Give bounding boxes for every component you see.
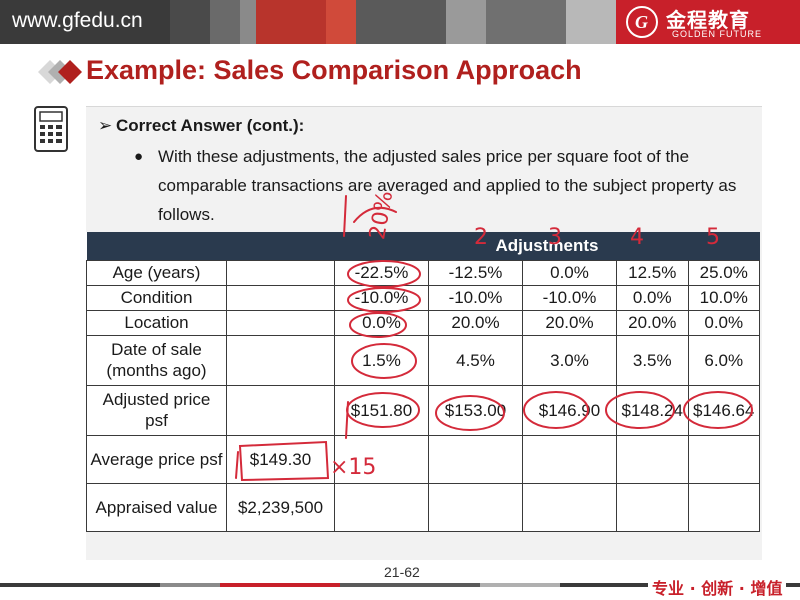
table-header-title: Adjustments	[334, 232, 760, 260]
table-row: Date of sale (months ago) 1.5% 4.5% 3.0%…	[86, 334, 760, 386]
value-cell: $153.00	[428, 384, 523, 436]
logo-seal-icon: G	[626, 6, 658, 38]
table-row: Age (years) -22.5% -12.5% 0.0% 12.5% 25.…	[86, 259, 760, 286]
value-cell	[334, 482, 429, 532]
value-cell: -22.5%	[334, 259, 429, 286]
slide-title: Example: Sales Comparison Approach	[86, 55, 582, 85]
value-cell: -10.0%	[522, 284, 617, 311]
subject-cell	[226, 284, 335, 311]
subject-cell: $2,239,500	[226, 482, 335, 532]
bullet-heading: ➢ Correct Answer (cont.):	[98, 116, 305, 135]
table-header-row: Adjustments	[86, 232, 760, 260]
value-cell: 10.0%	[687, 284, 760, 311]
value-cell: -12.5%	[428, 259, 523, 286]
value-cell: 20.0%	[522, 309, 617, 336]
table-row: Appraised value $2,239,500	[86, 482, 760, 532]
value-cell: 0.0%	[334, 309, 429, 336]
value-cell: 0.0%	[687, 309, 760, 336]
row-label: Condition	[86, 284, 227, 311]
value-cell: $151.80	[334, 384, 429, 436]
value-cell	[428, 482, 523, 532]
subject-cell	[226, 259, 335, 286]
row-label: Location	[86, 309, 227, 336]
subject-cell	[226, 334, 335, 386]
row-label: Age (years)	[86, 259, 227, 286]
subject-cell: $149.30	[226, 434, 335, 484]
value-cell: -10.0%	[334, 284, 429, 311]
value-cell	[428, 434, 523, 484]
value-cell: $148.24	[616, 384, 689, 436]
value-cell: 0.0%	[522, 259, 617, 286]
row-label: Average price psf	[86, 434, 227, 484]
value-cell	[687, 434, 760, 484]
value-cell	[522, 482, 617, 532]
calculator-icon	[34, 106, 68, 152]
page-number: 21-62	[384, 564, 420, 580]
value-cell: 25.0%	[687, 259, 760, 286]
logo-english-name: GOLDEN FUTURE	[672, 29, 763, 39]
subject-cell	[226, 384, 335, 436]
arrow-bullet-icon: ➢	[98, 116, 113, 135]
row-label: Date of sale (months ago)	[86, 334, 227, 386]
table-row: Condition -10.0% -10.0% -10.0% 0.0% 10.0…	[86, 284, 760, 311]
value-cell: 6.0%	[687, 334, 760, 386]
site-url: www.gfedu.cn	[12, 9, 143, 32]
title-diamond-icon	[38, 60, 82, 84]
table-row: Average price psf $149.30	[86, 434, 760, 484]
value-cell: $146.90	[522, 384, 617, 436]
table-row: Adjusted price psf $151.80 $153.00 $146.…	[86, 384, 760, 436]
row-label: Adjusted price psf	[86, 384, 227, 436]
value-cell	[616, 482, 689, 532]
value-cell: 3.5%	[616, 334, 689, 386]
value-cell: 4.5%	[428, 334, 523, 386]
brand-slogan: 专业 · 创新 · 增值	[648, 575, 787, 599]
subject-cell	[226, 309, 335, 336]
value-cell: 20.0%	[616, 309, 689, 336]
value-cell: 3.0%	[522, 334, 617, 386]
value-cell	[334, 434, 429, 484]
paragraph-text: With these adjustments, the adjusted sal…	[158, 147, 737, 224]
row-label: Appraised value	[86, 482, 227, 532]
table-row: Location 0.0% 20.0% 20.0% 20.0% 0.0%	[86, 309, 760, 336]
value-cell	[522, 434, 617, 484]
value-cell: 20.0%	[428, 309, 523, 336]
value-cell	[687, 482, 760, 532]
value-cell: 0.0%	[616, 284, 689, 311]
value-cell: $146.64	[687, 384, 760, 436]
value-cell: 12.5%	[616, 259, 689, 286]
logo-chinese-name: 金程教育	[666, 8, 750, 32]
adjustments-table: Adjustments Age (years) -22.5% -12.5% 0.…	[86, 232, 760, 532]
dot-bullet-icon: ●	[134, 148, 144, 165]
value-cell: 1.5%	[334, 334, 429, 386]
value-cell	[616, 434, 689, 484]
value-cell: -10.0%	[428, 284, 523, 311]
